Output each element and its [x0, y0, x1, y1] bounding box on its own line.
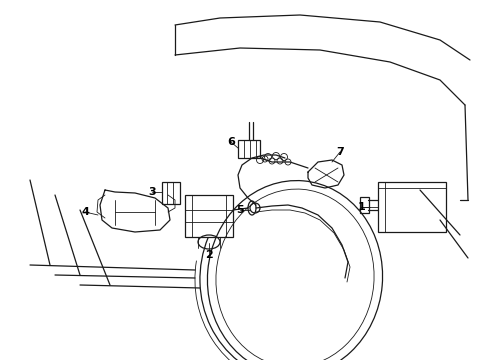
Text: 3: 3 [148, 187, 156, 197]
Text: 1: 1 [358, 202, 366, 212]
Text: 4: 4 [81, 207, 89, 217]
Text: 5: 5 [236, 205, 244, 215]
Text: 6: 6 [227, 137, 235, 147]
Text: 7: 7 [336, 147, 344, 157]
Text: 2: 2 [205, 250, 213, 260]
